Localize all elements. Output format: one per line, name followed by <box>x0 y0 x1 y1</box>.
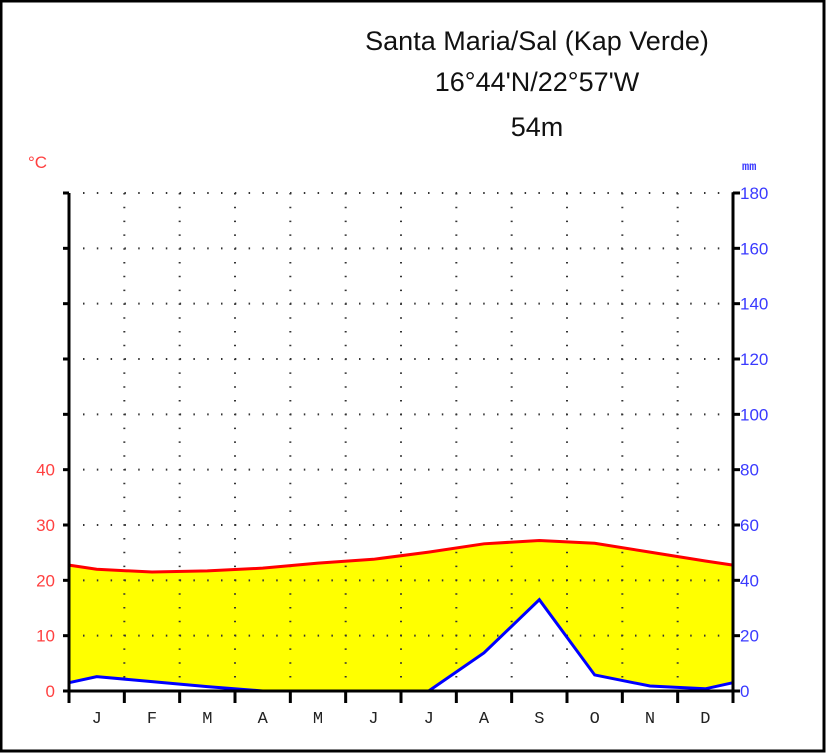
chart-title: Santa Maria/Sal (Kap Verde) <box>365 26 709 56</box>
left-tick-label: 30 <box>36 516 55 535</box>
month-label: N <box>645 710 655 729</box>
right-tick-label: 40 <box>740 571 759 590</box>
left-axis-unit: °C <box>28 153 47 172</box>
month-label: A <box>479 710 490 729</box>
month-label: F <box>147 710 157 729</box>
month-label: J <box>92 710 102 729</box>
temperature-line <box>68 538 734 574</box>
month-label: O <box>590 710 600 729</box>
month-label: M <box>313 710 323 729</box>
month-label: D <box>700 710 710 729</box>
right-tick-label: 20 <box>740 627 759 646</box>
chart-coordinates: 16°44'N/22°57'W <box>435 67 640 97</box>
month-label: S <box>534 710 544 729</box>
month-label: A <box>258 710 269 729</box>
left-tick-label: 0 <box>46 682 55 701</box>
left-tick-label: 40 <box>36 461 55 480</box>
right-tick-label: 60 <box>740 516 759 535</box>
right-tick-label: 140 <box>740 295 768 314</box>
right-axis-unit: mm <box>742 160 756 174</box>
left-tick-label: 20 <box>36 571 55 590</box>
right-tick-label: 80 <box>740 461 759 480</box>
arid-period-fill <box>69 540 733 691</box>
right-tick-label: 100 <box>740 405 768 424</box>
right-tick-label: 180 <box>740 184 768 203</box>
chart-elevation: 54m <box>511 112 564 142</box>
right-tick-label: 160 <box>740 239 768 258</box>
right-tick-label: 0 <box>740 682 749 701</box>
month-label: J <box>368 710 378 729</box>
month-label: M <box>202 710 212 729</box>
right-tick-label: 120 <box>740 350 768 369</box>
month-label: J <box>424 710 434 729</box>
left-tick-label: 10 <box>36 627 55 646</box>
